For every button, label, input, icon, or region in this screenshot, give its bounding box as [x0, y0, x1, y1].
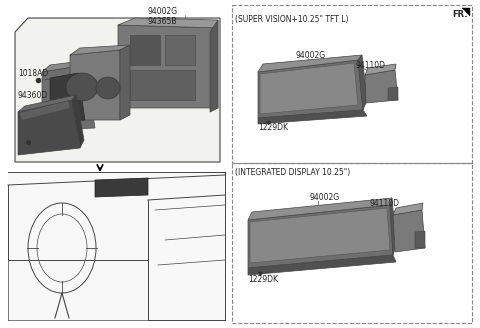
Polygon shape	[95, 178, 148, 197]
Polygon shape	[210, 20, 218, 112]
Polygon shape	[42, 65, 95, 130]
Polygon shape	[250, 208, 390, 263]
Polygon shape	[248, 255, 396, 275]
Polygon shape	[260, 63, 358, 114]
Text: (INTEGRATED DISPLAY 10.25"): (INTEGRATED DISPLAY 10.25")	[235, 168, 350, 177]
Polygon shape	[388, 87, 398, 100]
Polygon shape	[8, 172, 225, 320]
Polygon shape	[462, 8, 470, 16]
Polygon shape	[365, 70, 398, 103]
Polygon shape	[18, 100, 80, 155]
Polygon shape	[415, 231, 425, 248]
Polygon shape	[18, 95, 76, 112]
Polygon shape	[130, 35, 160, 65]
Text: 94002G: 94002G	[310, 194, 340, 202]
Polygon shape	[248, 198, 392, 220]
Polygon shape	[258, 60, 363, 118]
Polygon shape	[393, 203, 423, 215]
Polygon shape	[120, 45, 130, 120]
Polygon shape	[130, 70, 195, 100]
Text: 94360D: 94360D	[18, 91, 48, 99]
Bar	[232, 5, 472, 163]
Polygon shape	[258, 55, 362, 72]
Polygon shape	[393, 210, 425, 252]
Text: 94363A: 94363A	[18, 146, 48, 154]
Polygon shape	[70, 50, 120, 120]
Polygon shape	[42, 60, 90, 72]
Text: 94002G: 94002G	[295, 51, 325, 59]
Text: 1229DK: 1229DK	[258, 124, 288, 133]
Text: 94110D: 94110D	[355, 60, 385, 70]
Text: 1018AD: 1018AD	[18, 70, 48, 78]
Text: 94365B: 94365B	[148, 17, 178, 27]
Text: FR.: FR.	[453, 10, 468, 19]
Polygon shape	[72, 95, 84, 148]
Polygon shape	[390, 198, 396, 255]
Polygon shape	[248, 205, 393, 268]
Text: 94110D: 94110D	[370, 198, 400, 208]
Polygon shape	[15, 18, 220, 162]
Text: 1229DK: 1229DK	[248, 276, 278, 284]
Polygon shape	[165, 35, 195, 65]
Text: (SUPER VISION+10.25" TFT L): (SUPER VISION+10.25" TFT L)	[235, 15, 348, 24]
Polygon shape	[258, 110, 367, 124]
Polygon shape	[70, 45, 130, 55]
Polygon shape	[118, 25, 218, 108]
Polygon shape	[50, 73, 85, 122]
Polygon shape	[96, 77, 120, 99]
Bar	[232, 163, 472, 323]
Text: 94002G: 94002G	[148, 8, 178, 16]
Polygon shape	[118, 18, 218, 28]
Text: 94120A: 94120A	[82, 57, 111, 67]
Polygon shape	[358, 55, 367, 110]
Polygon shape	[66, 73, 98, 101]
Polygon shape	[20, 101, 70, 120]
Polygon shape	[365, 64, 396, 75]
